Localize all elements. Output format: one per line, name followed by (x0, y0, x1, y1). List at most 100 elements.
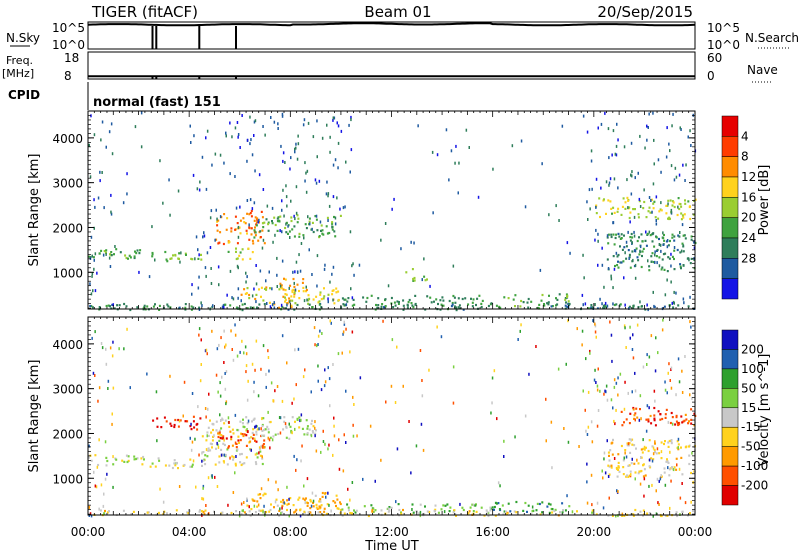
heatmap-cell (283, 277, 285, 280)
heatmap-cell (457, 306, 460, 309)
heatmap-cell (335, 494, 338, 497)
heatmap-cell (260, 210, 263, 213)
heatmap-cell (301, 281, 304, 284)
heatmap-cell (675, 291, 677, 295)
heatmap-cell (666, 204, 669, 207)
heatmap-cell (110, 254, 113, 257)
heatmap-cell (221, 511, 224, 514)
heatmap-cell (305, 227, 308, 230)
heatmap-cell (625, 257, 628, 260)
heatmap-cell (615, 514, 617, 518)
heatmap-cell (135, 457, 138, 461)
heatmap-cell (651, 198, 653, 201)
heatmap-cell (314, 494, 317, 497)
heatmap-cell (207, 512, 210, 516)
heatmap-cell (647, 210, 650, 213)
heatmap-cell (613, 378, 616, 382)
heatmap-cell (545, 397, 547, 401)
heatmap-cell (670, 440, 673, 443)
heatmap-cell (627, 249, 630, 252)
heatmap-cell (262, 510, 264, 514)
heatmap-cell (302, 278, 305, 281)
heatmap-cell (595, 335, 597, 339)
heatmap-cell (277, 127, 279, 130)
heatmap-cell (677, 448, 680, 451)
heatmap-cell (168, 178, 170, 182)
heatmap-cell (639, 394, 642, 398)
heatmap-cell (250, 508, 253, 511)
heatmap-cell (651, 240, 654, 243)
heatmap-cell (626, 474, 628, 477)
heatmap-cell (291, 290, 294, 294)
heatmap-cell (271, 206, 274, 210)
heatmap-cell (294, 217, 296, 221)
heatmap-cell (634, 508, 637, 512)
heatmap-cell (261, 457, 264, 460)
heatmap-cell (603, 198, 605, 201)
heatmap-cell (290, 156, 292, 160)
heatmap-cell (352, 262, 354, 266)
heatmap-cell (98, 507, 100, 511)
heatmap-cell (332, 118, 334, 122)
heatmap-cell (332, 453, 334, 457)
heatmap-cell (237, 135, 239, 139)
heatmap-cell (274, 223, 277, 227)
heatmap-cell (678, 467, 681, 471)
heatmap-cell (636, 323, 639, 327)
heatmap-cell (317, 343, 319, 346)
freq-panel: Freq. [MHz] 18 8 60 0 Nave (2, 51, 778, 83)
heatmap-cell (470, 297, 472, 300)
heatmap-cell (670, 479, 672, 483)
heatmap-cell (281, 114, 284, 118)
heatmap-cell (564, 304, 567, 307)
heatmap-cell (615, 251, 618, 255)
heatmap-cell (616, 122, 618, 126)
heatmap-cell (527, 306, 530, 309)
heatmap-cell (607, 233, 610, 236)
heatmap-cell (98, 252, 101, 255)
heatmap-cell (639, 134, 641, 138)
heatmap-cell (660, 249, 662, 253)
heatmap-cell (246, 212, 249, 215)
nave-label: Nave (747, 63, 778, 77)
heatmap-cell (281, 305, 284, 308)
heatmap-cell (648, 406, 650, 410)
heatmap-cell (259, 497, 262, 500)
heatmap-cell (258, 173, 261, 177)
heatmap-cell (682, 234, 685, 237)
heatmap-cell (312, 505, 315, 508)
heatmap-cell (235, 455, 237, 458)
heatmap-cell (237, 306, 239, 310)
heatmap-cell (327, 194, 329, 198)
heatmap-cell (372, 510, 375, 514)
heatmap-cell (446, 503, 449, 506)
heatmap-cell (581, 329, 584, 333)
heatmap-cell (286, 503, 289, 506)
heatmap-cell (412, 277, 415, 281)
heatmap-cell (258, 288, 260, 291)
heatmap-cell (336, 507, 339, 510)
heatmap-cell (219, 215, 222, 219)
heatmap-cell (197, 286, 200, 290)
heatmap-cell (331, 222, 334, 225)
heatmap-cell (246, 287, 249, 290)
heatmap-cell (234, 413, 237, 417)
heatmap-cell (284, 226, 287, 230)
heatmap-cell (180, 251, 182, 255)
heatmap-cell (111, 152, 114, 156)
heatmap-cell (669, 239, 671, 243)
heatmap-cell (250, 448, 252, 452)
heatmap-cell (634, 176, 636, 180)
heatmap-cell (648, 265, 651, 268)
heatmap-cell (127, 455, 130, 458)
heatmap-cell (251, 420, 253, 423)
heatmap-cell (653, 448, 656, 451)
heatmap-cell (102, 253, 105, 257)
heatmap-cell (374, 479, 376, 483)
heatmap-cell (511, 144, 514, 148)
heatmap-cell (677, 205, 679, 209)
heatmap-cell (285, 195, 288, 199)
heatmap-cell (675, 416, 678, 419)
heatmap-cell (617, 376, 619, 380)
